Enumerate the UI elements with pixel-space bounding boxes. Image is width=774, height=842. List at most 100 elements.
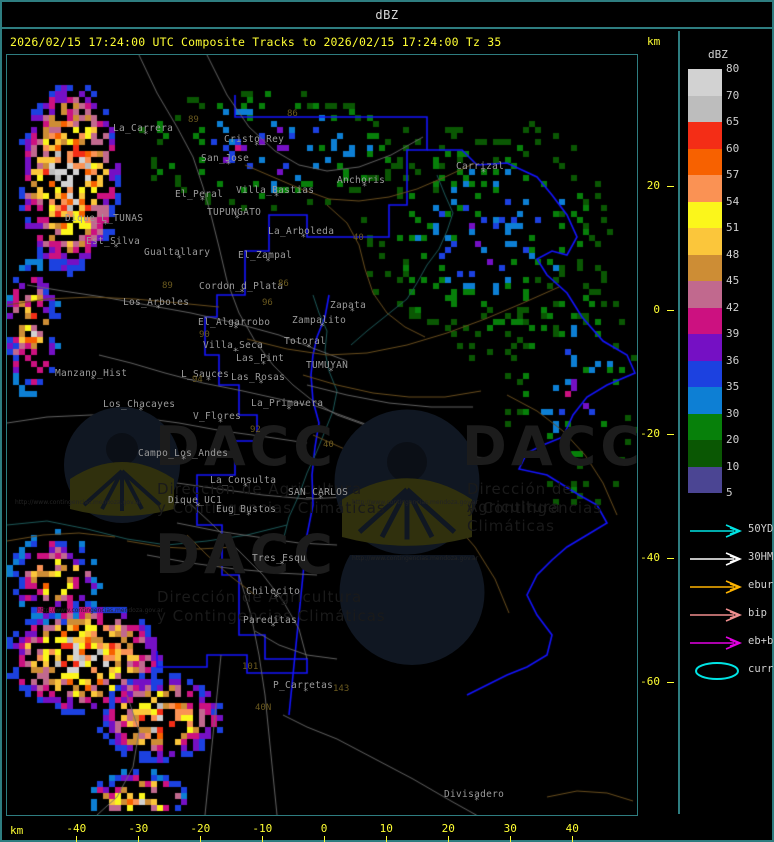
map-place-marker: *	[361, 182, 368, 192]
track-legend-row[interactable]: eb+bip	[684, 630, 774, 658]
track-legend-row[interactable]: current	[684, 658, 774, 686]
map-place-marker: *	[260, 360, 267, 370]
radar-canvas[interactable]	[7, 55, 637, 815]
x-axis-tick-label: -30	[128, 822, 149, 835]
track-legend-label: current	[748, 663, 774, 675]
map-place-marker: *	[318, 494, 324, 504]
x-axis-tick-label: 20	[441, 822, 455, 835]
track-legend-row[interactable]: bip	[684, 602, 774, 630]
map-place-marker: *	[143, 130, 149, 140]
road-number-label: 86	[278, 279, 289, 289]
x-axis-tick-label: 0	[320, 822, 328, 835]
x-axis-tick-label: 30	[503, 822, 517, 835]
map-place-marker: *	[286, 405, 292, 415]
colorbar-swatch	[688, 122, 722, 149]
map-place-marker: *	[181, 455, 187, 465]
colorbar-level-label: 70	[726, 88, 740, 102]
road-number-label: 40	[323, 440, 334, 450]
y-axis-tick	[667, 310, 674, 311]
track-legend-row[interactable]: 30HM	[684, 546, 774, 574]
colorbar-level-label: 36	[726, 353, 740, 367]
track-arrow-icon	[688, 606, 746, 624]
current-ellipse-icon	[688, 662, 746, 680]
x-axis-tick	[138, 836, 139, 842]
track-legend-label: 50YD	[748, 523, 774, 535]
radar-plot[interactable]: DACC DACC DACC Dirección de Agricultura …	[6, 54, 638, 816]
colorbar-level-label: 80	[726, 62, 740, 75]
colorbar-level-label: 20	[726, 433, 740, 446]
track-legend-label: 30HM	[748, 551, 774, 563]
y-axis-tick-label: 0	[653, 303, 660, 316]
road-number-label: 40	[353, 233, 364, 243]
colorbar-tick-labels: 80 70 65 60 57 54 51 48 45 42 39 36 35 30 20 10 5	[726, 61, 772, 501]
colorbar-caption: dBZ	[708, 48, 728, 61]
map-place-marker: *	[306, 343, 312, 353]
map-place-marker: *	[246, 511, 252, 521]
track-legend-label: eburn	[748, 579, 774, 591]
map-place-marker: *	[138, 406, 144, 416]
x-axis-tick	[448, 836, 449, 842]
y-axis-tick	[667, 186, 674, 187]
colorbar-swatch	[688, 95, 722, 122]
map-place-marker: *	[155, 304, 162, 314]
x-axis-tick-label: -20	[190, 822, 211, 835]
map-place-marker: *	[90, 375, 96, 385]
map-place-marker: *	[254, 141, 260, 151]
colorbar-swatch	[688, 201, 722, 228]
map-place-marker: *	[303, 687, 309, 697]
x-axis-tick-label: -10	[252, 822, 273, 835]
colorbar-swatch	[688, 254, 722, 281]
track-legend-label: bip	[748, 607, 767, 619]
map-place-marker: *	[270, 622, 276, 632]
track-legend-row[interactable]: eburn	[684, 574, 774, 602]
map-place-marker: *	[474, 796, 480, 806]
road-number-label: 96	[262, 298, 273, 308]
x-axis: -40 -30 -20 -10 0 10 20 30 40	[6, 816, 638, 842]
map-place-marker: *	[199, 196, 206, 206]
y-axis-tick	[667, 434, 674, 435]
colorbar[interactable]	[688, 69, 722, 493]
road-number-label: 143	[333, 684, 350, 694]
map-place-marker: *	[265, 257, 271, 267]
map-place-marker: *	[205, 376, 212, 386]
window-title: dBZ	[375, 7, 399, 22]
map-place-marker: *	[300, 233, 307, 243]
map-place-marker: *	[225, 160, 232, 170]
road-number-label: 90	[199, 330, 210, 340]
map-place-marker: *	[217, 418, 224, 428]
y-axis-tick	[667, 682, 674, 683]
y-axis-tick	[667, 558, 674, 559]
track-legend-row[interactable]: 50YD	[684, 518, 774, 546]
map-place-marker: *	[273, 593, 279, 603]
map-place-marker: *	[176, 254, 183, 264]
y-axis: 20 0 -20 -40 -60	[640, 54, 674, 816]
y-axis-unit-label: km	[647, 35, 661, 48]
map-place-marker: *	[102, 220, 109, 230]
y-axis-tick-label: 20	[646, 179, 660, 192]
x-axis-tick	[386, 836, 387, 842]
map-place-marker: *	[328, 367, 334, 377]
colorbar-swatch	[688, 175, 722, 202]
colorbar-level-label: 39	[726, 327, 740, 340]
road-number-label: 94	[192, 375, 203, 385]
map-place-marker: *	[349, 307, 356, 317]
road-number-label: 40N	[255, 703, 272, 713]
map-place-marker: *	[242, 482, 249, 492]
map-place-marker: *	[239, 288, 245, 298]
track-arrow-icon	[688, 550, 746, 568]
map-place-marker: *	[258, 379, 264, 389]
y-axis-tick-label: -20	[640, 427, 660, 440]
road-number-label: 89	[188, 115, 199, 125]
track-legend-label: eb+bip	[748, 635, 774, 647]
colorbar-swatch	[688, 387, 722, 414]
track-legend: 50YD 30HM eburn bip eb+bip current	[684, 518, 774, 686]
map-place-marker: *	[273, 192, 280, 202]
x-axis-tick	[262, 836, 263, 842]
map-place-marker: *	[233, 324, 239, 334]
map-place-marker: *	[319, 322, 325, 332]
colorbar-level-label: 45	[726, 274, 740, 287]
road-number-label: 86	[287, 109, 298, 119]
colorbar-level-label: 30	[726, 406, 740, 420]
colorbar-swatch	[688, 281, 722, 308]
